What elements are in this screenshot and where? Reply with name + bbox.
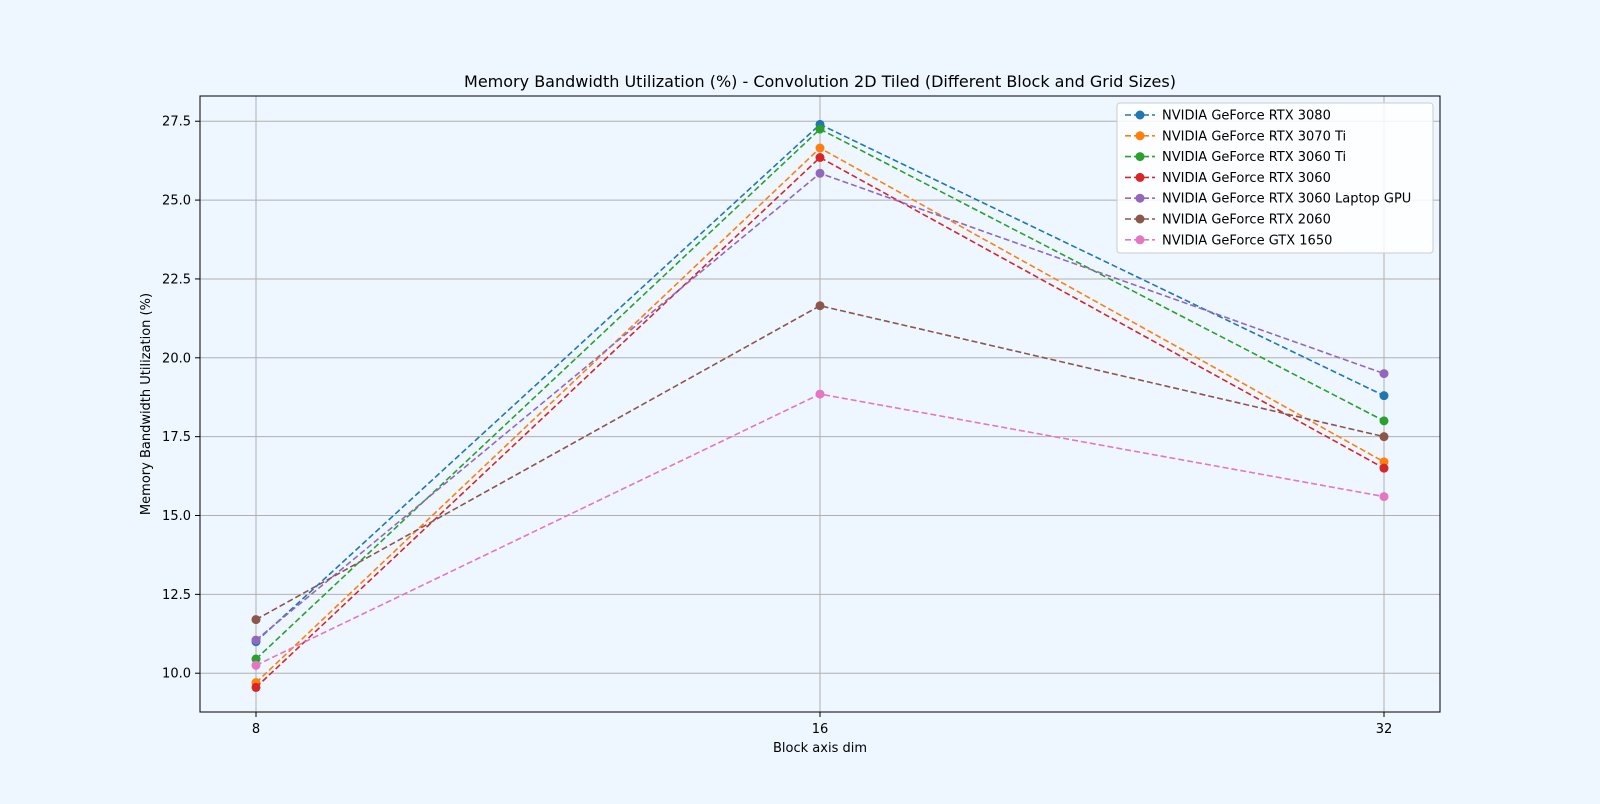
data-point bbox=[251, 682, 261, 692]
data-point bbox=[251, 615, 261, 625]
legend-swatch-marker bbox=[1135, 131, 1145, 141]
y-tick-label: 22.5 bbox=[162, 272, 191, 287]
legend-item: NVIDIA GeForce RTX 2060 bbox=[1125, 213, 1331, 228]
series-3 bbox=[251, 124, 1389, 664]
legend-label: NVIDIA GeForce RTX 3060 Laptop GPU bbox=[1162, 192, 1411, 207]
legend-item: NVIDIA GeForce RTX 3060 Ti bbox=[1125, 150, 1346, 165]
legend-item: NVIDIA GeForce RTX 3080 bbox=[1125, 109, 1331, 124]
data-point bbox=[1379, 432, 1389, 442]
data-point bbox=[1379, 391, 1389, 401]
chart-title: Memory Bandwidth Utilization (%) - Convo… bbox=[464, 72, 1176, 91]
y-tick-label: 15.0 bbox=[162, 509, 191, 524]
series-line bbox=[255, 304, 1385, 621]
legend-label: NVIDIA GeForce RTX 3080 bbox=[1162, 109, 1331, 124]
data-point bbox=[1379, 457, 1389, 467]
data-point bbox=[1379, 492, 1389, 502]
series-7 bbox=[251, 389, 1389, 670]
data-point bbox=[251, 635, 261, 645]
data-point bbox=[815, 143, 825, 153]
series-lines bbox=[251, 119, 1389, 692]
y-tick-label: 10.0 bbox=[162, 667, 191, 682]
x-tick-label: 16 bbox=[812, 722, 829, 737]
y-tick-label: 20.0 bbox=[162, 351, 191, 366]
legend-label: NVIDIA GeForce RTX 3070 Ti bbox=[1162, 129, 1346, 144]
legend-item: NVIDIA GeForce GTX 1650 bbox=[1125, 233, 1332, 248]
legend-swatch-marker bbox=[1135, 235, 1145, 245]
data-point bbox=[815, 124, 825, 134]
legend-box bbox=[1116, 102, 1434, 254]
legend-label: NVIDIA GeForce RTX 3060 Ti bbox=[1162, 150, 1346, 165]
data-point bbox=[815, 153, 825, 163]
data-point bbox=[815, 168, 825, 178]
legend-swatch-marker bbox=[1135, 214, 1145, 224]
series-line bbox=[255, 128, 1385, 660]
y-tick-label: 17.5 bbox=[162, 430, 191, 445]
legend-item: NVIDIA GeForce RTX 3070 Ti bbox=[1125, 129, 1346, 144]
data-point bbox=[251, 654, 261, 664]
legend-item: NVIDIA GeForce RTX 3060 Laptop GPU bbox=[1125, 192, 1411, 207]
legend: NVIDIA GeForce RTX 3080 NVIDIA GeForce RT… bbox=[1116, 102, 1434, 254]
series-line bbox=[255, 156, 1385, 688]
axes: 10.0 12.5 15.0 17.5 20.0 22.5 25.0 27.5 8 16 32 bbox=[162, 115, 1392, 737]
y-tick-label: 27.5 bbox=[162, 115, 191, 130]
data-point bbox=[1379, 416, 1389, 426]
data-point bbox=[251, 660, 261, 670]
data-point bbox=[1379, 463, 1389, 473]
y-tick-label: 25.0 bbox=[162, 194, 191, 209]
data-point bbox=[815, 389, 825, 399]
y-axis-label: Memory Bandwidth Utilization (%) bbox=[139, 293, 154, 515]
legend-label: NVIDIA GeForce GTX 1650 bbox=[1162, 233, 1332, 248]
series-5 bbox=[251, 168, 1389, 645]
series-6 bbox=[251, 301, 1389, 625]
legend-item: NVIDIA GeForce RTX 3060 bbox=[1125, 171, 1331, 186]
legend-label: NVIDIA GeForce RTX 2060 bbox=[1162, 213, 1331, 228]
x-tick-label: 32 bbox=[1376, 722, 1393, 737]
data-point bbox=[815, 301, 825, 311]
legend-swatch-marker bbox=[1135, 193, 1145, 203]
x-tick-label: 8 bbox=[252, 722, 260, 737]
legend-swatch-marker bbox=[1135, 152, 1145, 162]
x-axis-label: Block axis dim bbox=[773, 741, 867, 756]
legend-swatch-marker bbox=[1135, 110, 1145, 120]
series-4 bbox=[251, 153, 1389, 692]
y-tick-label: 12.5 bbox=[162, 588, 191, 603]
legend-label: NVIDIA GeForce RTX 3060 bbox=[1162, 171, 1331, 186]
data-point bbox=[1379, 369, 1389, 379]
legend-swatch-marker bbox=[1135, 172, 1145, 182]
